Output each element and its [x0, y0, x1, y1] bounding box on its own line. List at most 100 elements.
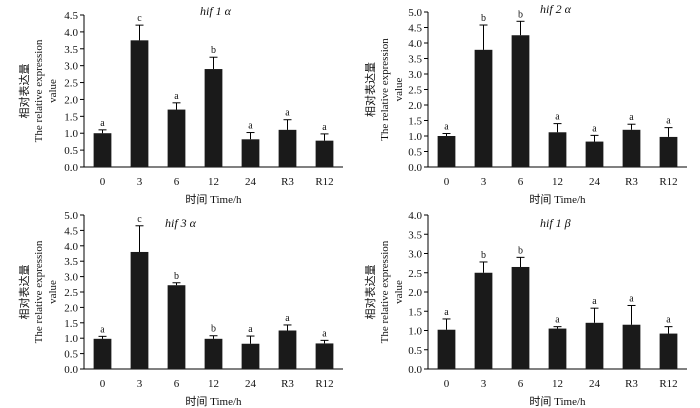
significance-label: a	[248, 121, 253, 132]
x-tick-label: R3	[281, 176, 294, 188]
x-axis-label: 时间 Time/h	[529, 193, 586, 206]
y-tick-label: 3.0	[64, 272, 78, 284]
x-tick-label: 12	[208, 176, 219, 188]
x-tick-label: 24	[245, 176, 257, 188]
bar	[130, 40, 149, 168]
bar	[659, 333, 678, 369]
x-tick-label: 24	[589, 176, 601, 188]
significance-label: a	[322, 122, 327, 133]
y-tick-label: 2.0	[64, 302, 78, 314]
x-tick-label: R3	[281, 378, 294, 390]
significance-label: a	[444, 122, 449, 133]
bar	[278, 129, 297, 167]
bar	[548, 132, 567, 167]
chart-panel-4: 0.0 0.5 1.0 1.5 2.0 2.5 3.0 3.5 4.0 a 0 b 3 b 6 a 12 a 24 a…	[363, 210, 687, 408]
significance-label: b	[518, 245, 523, 256]
bar	[93, 338, 112, 369]
x-tick-label: R12	[659, 378, 677, 390]
bar	[585, 322, 604, 369]
y-axis-label: 相对表达量	[17, 64, 31, 119]
y-tick-label: 3.0	[64, 61, 78, 73]
y-tick-label: 2.5	[408, 268, 422, 280]
significance-label: a	[322, 328, 327, 339]
y-tick-label: 0.0	[408, 364, 422, 376]
y-axis-label: The relative expression	[379, 240, 391, 343]
y-tick-label: 3.5	[408, 229, 422, 241]
bar	[204, 338, 223, 369]
bar	[622, 324, 641, 369]
significance-label: a	[666, 315, 671, 326]
y-tick-label: 1.0	[64, 128, 78, 140]
significance-label: a	[285, 108, 290, 119]
x-tick-label: 12	[552, 378, 563, 390]
bar	[167, 285, 186, 369]
bar	[437, 329, 456, 369]
y-axis-label: value	[47, 280, 59, 304]
y-tick-label: 0.5	[64, 145, 78, 157]
significance-label: a	[592, 296, 597, 307]
bar	[241, 139, 260, 167]
x-tick-label: 24	[589, 378, 601, 390]
chart-title: hif 2 α	[540, 2, 572, 16]
significance-label: b	[518, 9, 523, 20]
x-tick-label: 3	[481, 176, 487, 188]
y-tick-label: 3.0	[408, 69, 422, 81]
y-tick-label: 3.5	[408, 54, 422, 66]
y-tick-label: 1.0	[408, 131, 422, 143]
x-tick-label: R3	[625, 378, 638, 390]
y-axis-label: 相对表达量	[17, 265, 31, 320]
significance-label: a	[285, 313, 290, 324]
y-axis-label: The relative expression	[33, 39, 45, 142]
x-tick-label: 6	[174, 378, 180, 390]
y-tick-label: 2.0	[64, 94, 78, 106]
x-tick-label: 0	[444, 176, 450, 188]
y-tick-label: 0.0	[64, 162, 78, 174]
y-tick-label: 4.0	[408, 210, 422, 222]
bar	[437, 136, 456, 167]
bar	[474, 272, 493, 369]
significance-label: a	[629, 293, 634, 304]
bar	[585, 141, 604, 167]
x-axis-label: 时间 Time/h	[185, 395, 242, 408]
bar	[278, 330, 297, 369]
significance-label: b	[211, 45, 216, 56]
significance-label: a	[666, 116, 671, 127]
significance-label: c	[137, 13, 142, 24]
bar	[659, 136, 678, 167]
y-tick-label: 1.0	[64, 333, 78, 345]
x-tick-label: 12	[208, 378, 219, 390]
y-tick-label: 3.0	[408, 249, 422, 261]
significance-label: b	[211, 324, 216, 335]
y-tick-label: 1.5	[64, 111, 78, 123]
y-axis-label: 相对表达量	[363, 265, 377, 320]
y-tick-label: 1.5	[408, 116, 422, 128]
y-tick-label: 1.0	[408, 326, 422, 338]
chart-panel-3: 0.0 0.5 1.0 1.5 2.0 2.5 3.0 3.5 4.0 4.5 5.0 a 0 c 3 b 6 b…	[17, 210, 343, 408]
x-tick-label: 3	[137, 378, 143, 390]
x-tick-label: 12	[552, 176, 563, 188]
chart-title: hif 1 β	[540, 216, 571, 230]
x-tick-label: 3	[481, 378, 487, 390]
significance-label: a	[555, 112, 560, 123]
significance-label: a	[100, 118, 105, 129]
bar	[130, 251, 149, 369]
x-tick-label: 6	[518, 378, 524, 390]
y-tick-label: 3.5	[64, 256, 78, 268]
bar	[204, 69, 223, 167]
x-tick-label: R12	[659, 176, 677, 188]
bar	[93, 133, 112, 167]
y-axis-label: The relative expression	[379, 38, 391, 141]
x-tick-label: 6	[174, 176, 180, 188]
significance-label: a	[629, 112, 634, 123]
x-tick-label: R12	[315, 378, 333, 390]
y-axis-label: value	[393, 280, 405, 304]
y-tick-label: 2.5	[408, 85, 422, 97]
y-tick-label: 2.0	[408, 100, 422, 112]
y-tick-label: 2.5	[64, 78, 78, 90]
y-axis-label: value	[393, 77, 405, 101]
y-tick-label: 4.0	[408, 38, 422, 50]
bar	[548, 328, 567, 369]
significance-label: b	[481, 13, 486, 24]
significance-label: b	[481, 250, 486, 261]
